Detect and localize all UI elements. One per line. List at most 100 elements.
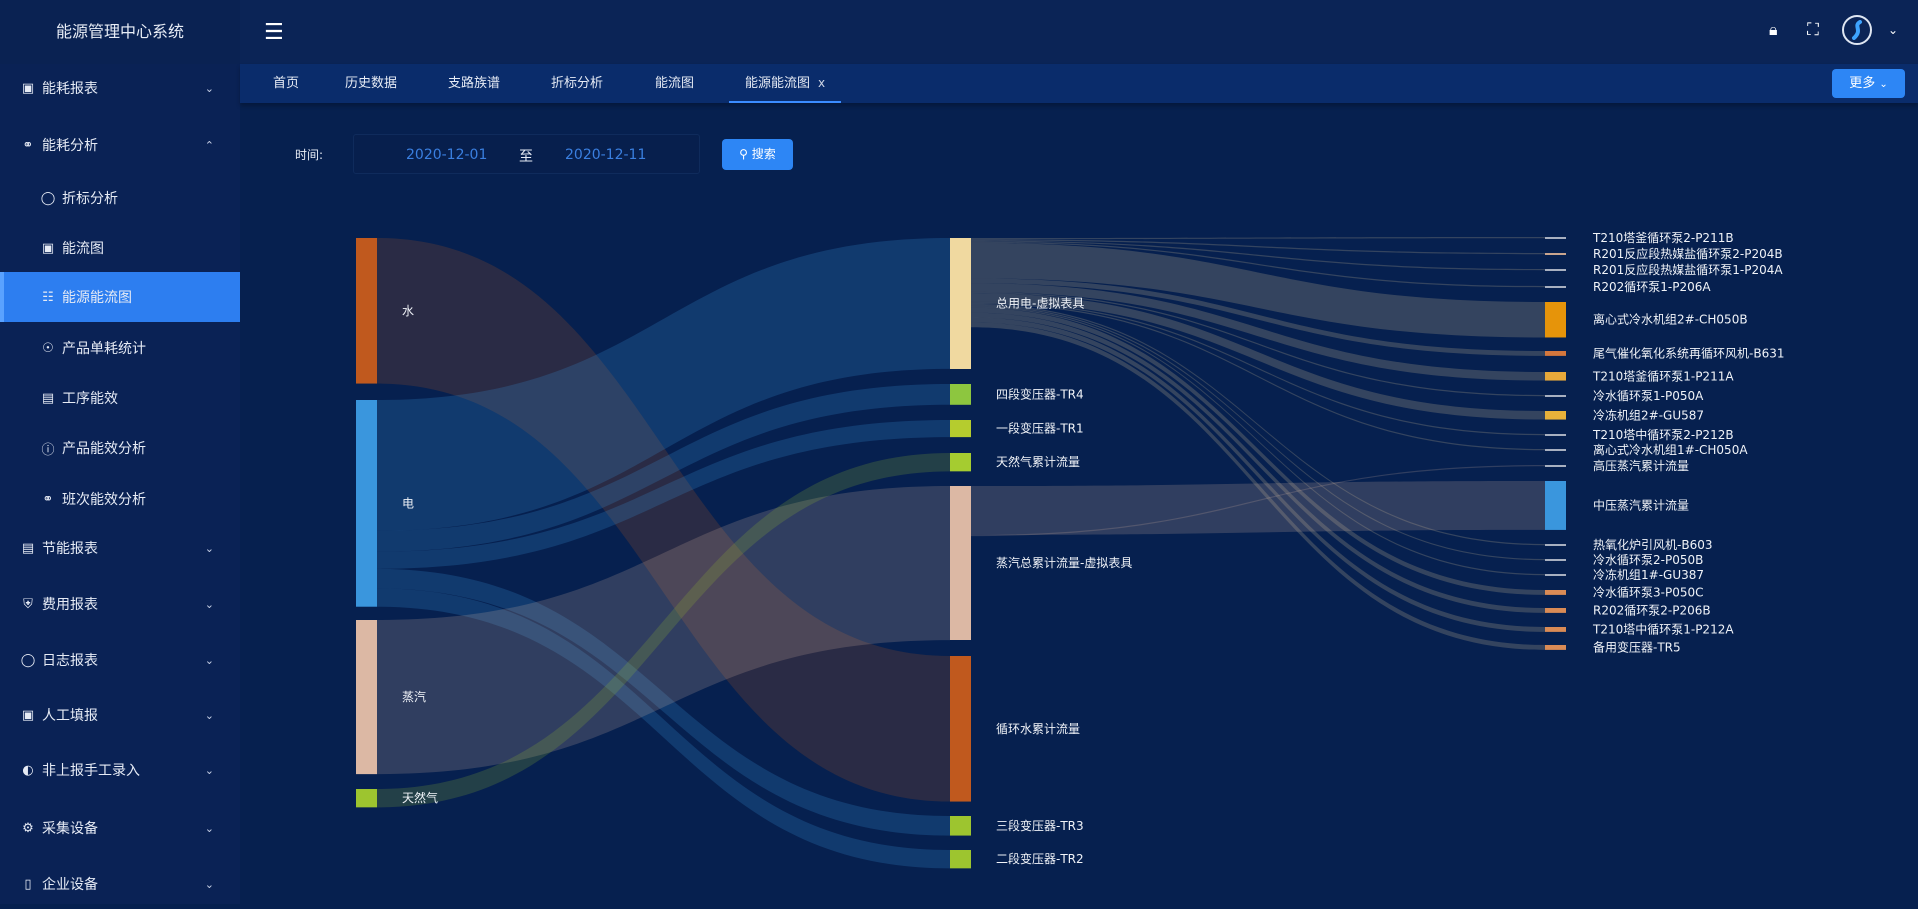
sankey-node[interactable] <box>1545 269 1566 271</box>
sankey-link[interactable] <box>971 312 1545 613</box>
sankey-link[interactable] <box>971 305 1545 561</box>
sankey-node[interactable] <box>950 816 971 836</box>
sankey-link[interactable] <box>971 307 1545 595</box>
sidebar-item-10[interactable]: ⛨ 费用报表 ⌄ <box>0 579 240 629</box>
sankey-link[interactable] <box>971 293 1545 420</box>
sankey-node[interactable] <box>950 238 971 369</box>
end-date-input[interactable] <box>565 147 655 163</box>
sankey-node[interactable] <box>356 789 377 808</box>
sankey-node-label: 尾气催化氧化系统再循环风机-B631 <box>1593 345 1784 360</box>
sankey-node[interactable] <box>1545 237 1566 239</box>
sankey-node[interactable] <box>1545 351 1566 356</box>
sankey-node[interactable] <box>1545 645 1566 650</box>
chevron-down-icon: ⌄ <box>204 81 214 95</box>
sidebar-item-2[interactable]: ◯ 折标分析 <box>0 173 240 223</box>
sankey-node[interactable] <box>1545 449 1566 451</box>
sankey-link[interactable] <box>971 306 1545 576</box>
sidebar-item-4[interactable]: ☷ 能源能流图 <box>0 272 240 322</box>
sankey-node[interactable] <box>1545 465 1566 467</box>
tab-4[interactable]: 能流图 <box>655 64 694 103</box>
tab-0[interactable]: 首页 <box>273 64 299 103</box>
sankey-node[interactable] <box>1545 559 1566 561</box>
sankey-link[interactable] <box>971 302 1545 451</box>
sidebar-item-1[interactable]: ⚭ 能耗分析 ⌃ <box>0 120 240 170</box>
sankey-node[interactable] <box>1545 372 1566 381</box>
sankey-link[interactable] <box>377 238 950 531</box>
sankey-node[interactable] <box>1545 608 1566 613</box>
sankey-link[interactable] <box>971 241 1545 288</box>
sankey-node[interactable] <box>356 238 377 384</box>
sankey-node[interactable] <box>1545 590 1566 595</box>
sankey-node[interactable] <box>950 420 971 438</box>
sankey-link[interactable] <box>971 481 1545 535</box>
sankey-link[interactable] <box>971 304 1545 546</box>
hamburger-menu-icon[interactable]: ☰ <box>264 20 284 45</box>
sankey-link[interactable] <box>971 239 1545 255</box>
tab-2[interactable]: 支路族谱 <box>448 64 500 103</box>
avatar[interactable] <box>1842 15 1872 45</box>
sankey-node-label: 总用电-虚拟表具 <box>996 297 1084 311</box>
start-date-input[interactable] <box>406 147 496 163</box>
sankey-node[interactable] <box>1545 574 1566 576</box>
tab-3[interactable]: 折标分析 <box>551 64 603 103</box>
sidebar-item-14[interactable]: ⚙ 采集设备 ⌄ <box>0 803 240 853</box>
sankey-link[interactable] <box>971 465 1545 537</box>
sankey-node[interactable] <box>1545 544 1566 546</box>
sidebar-item-13[interactable]: ◐ 非上报手工录入 ⌄ <box>0 745 240 795</box>
sankey-link[interactable] <box>971 240 1545 271</box>
tab-5[interactable]: 能源能流图 x <box>729 64 842 103</box>
sankey-link[interactable] <box>971 291 1545 397</box>
sankey-link[interactable] <box>971 242 1545 338</box>
sankey-node[interactable] <box>950 850 971 869</box>
lock-icon[interactable]: 🔒︎ <box>1769 20 1778 39</box>
sidebar-item-6[interactable]: ▤ 工序能效 <box>0 373 240 423</box>
sankey-node[interactable] <box>950 486 971 640</box>
sankey-link[interactable] <box>971 283 1545 381</box>
sankey-link[interactable] <box>971 301 1545 436</box>
sankey-link[interactable] <box>377 420 950 569</box>
user-menu-chevron-icon[interactable]: ⌄ <box>1888 23 1899 37</box>
sidebar-item-label: 费用报表 <box>42 597 98 613</box>
sidebar-item-8[interactable]: ⚭ 班次能效分析 <box>0 474 240 524</box>
sankey-link[interactable] <box>377 588 950 869</box>
date-range-picker[interactable]: 至 <box>353 134 700 174</box>
sankey-link[interactable] <box>971 278 1545 356</box>
sankey-node[interactable] <box>1545 302 1566 338</box>
sankey-link[interactable] <box>971 317 1545 632</box>
sankey-node[interactable] <box>950 453 971 472</box>
sankey-node[interactable] <box>356 400 377 607</box>
sankey-node[interactable] <box>950 384 971 405</box>
sankey-node[interactable] <box>1545 411 1566 420</box>
sidebar-item-7[interactable]: ⓘ 产品能效分析 <box>0 423 240 473</box>
sankey-node[interactable] <box>1545 481 1566 530</box>
sankey-node[interactable] <box>950 656 971 802</box>
sankey-link[interactable] <box>377 384 950 552</box>
sankey-node[interactable] <box>1545 627 1566 632</box>
more-button[interactable]: 更多 ⌄ <box>1832 69 1905 98</box>
sankey-link[interactable] <box>971 322 1545 650</box>
sidebar-item-15[interactable]: ▯ 企业设备 ⌄ <box>0 859 240 909</box>
sankey-node[interactable] <box>1545 286 1566 288</box>
sidebar-item-label: 节能报表 <box>42 541 98 557</box>
fullscreen-icon[interactable]: ⛶ <box>1807 20 1819 40</box>
tab-1[interactable]: 历史数据 <box>345 64 397 103</box>
sankey-link[interactable] <box>377 568 950 836</box>
sankey-node[interactable] <box>1545 253 1566 255</box>
sankey-node-label: 二段变压器-TR2 <box>996 851 1084 866</box>
sidebar-item-12[interactable]: ▣ 人工填报 ⌄ <box>0 690 240 740</box>
sankey-link[interactable] <box>971 237 1545 240</box>
sidebar-item-0[interactable]: ▣ 能耗报表 ⌄ <box>0 63 240 113</box>
search-button[interactable]: ⚲ 搜索 <box>722 139 793 170</box>
sidebar-item-9[interactable]: ▤ 节能报表 ⌄ <box>0 523 240 573</box>
sankey-link[interactable] <box>377 453 950 808</box>
sankey-link[interactable] <box>377 238 950 802</box>
sankey-node[interactable] <box>1545 395 1566 397</box>
sankey-node[interactable] <box>1545 434 1566 436</box>
close-tab-icon[interactable]: x <box>818 76 826 90</box>
tab-label: 历史数据 <box>345 76 398 91</box>
sidebar-item-3[interactable]: ▣ 能流图 <box>0 223 240 273</box>
sidebar-item-11[interactable]: ◯ 日志报表 ⌄ <box>0 635 240 685</box>
sankey-link[interactable] <box>377 486 950 775</box>
sidebar-item-5[interactable]: ☉ 产品单耗统计 <box>0 323 240 373</box>
sankey-node[interactable] <box>356 620 377 775</box>
